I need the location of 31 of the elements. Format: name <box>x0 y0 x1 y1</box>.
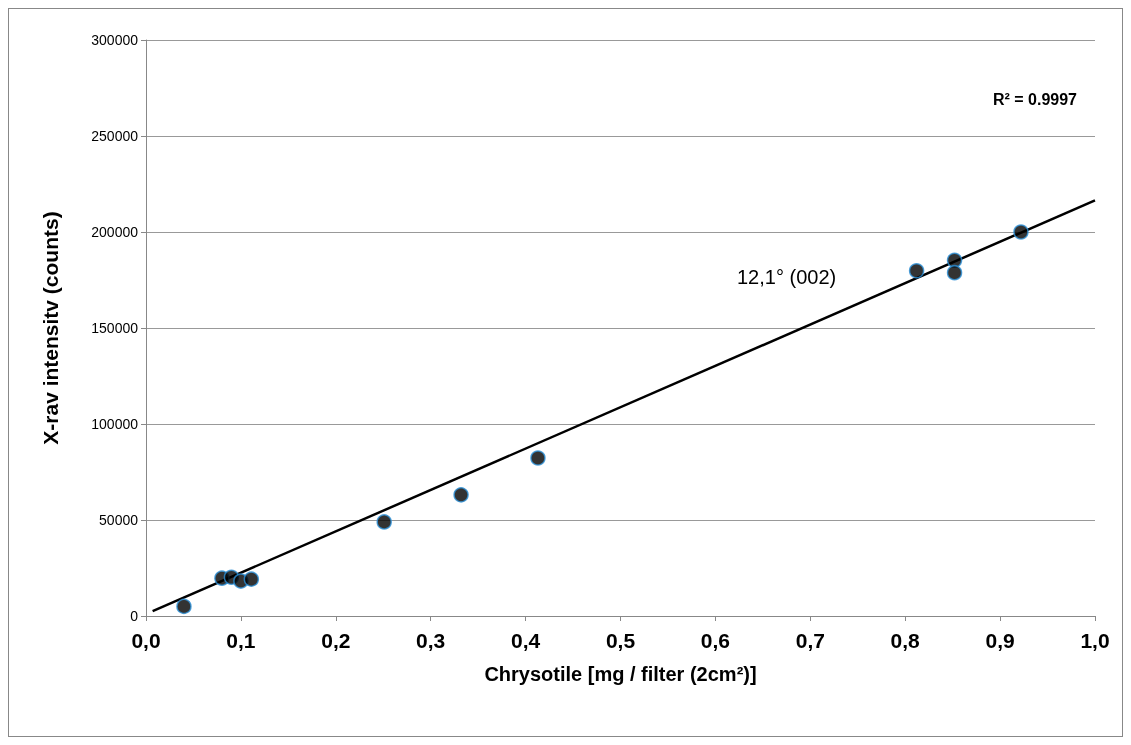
x-axis-title: Chrysotile [mg / filter (2cm²)] <box>484 663 757 685</box>
y-tick-label: 200000 <box>91 224 139 240</box>
point <box>530 450 546 466</box>
annotation: R² = 0.9997 <box>992 90 1078 108</box>
annotation: 12,1° (002) <box>737 266 837 288</box>
y-tick-label: 100000 <box>91 416 139 432</box>
point <box>176 598 192 615</box>
x-tick-label: 0,3 <box>416 629 446 652</box>
x-tick-label: 0,4 <box>511 629 541 652</box>
point <box>1013 224 1029 240</box>
y-tick-label: 250000 <box>91 128 139 144</box>
point <box>946 264 963 281</box>
y-tick-label: 0 <box>130 608 139 624</box>
point <box>376 514 392 530</box>
point <box>908 263 925 279</box>
x-tick-label: 0,6 <box>700 629 730 652</box>
point <box>243 571 260 587</box>
y-tick-label: 50000 <box>99 512 139 528</box>
y-tick-label: 300000 <box>91 32 139 48</box>
x-tick-label: 0,5 <box>605 629 636 652</box>
x-tick-label: 0,2 <box>321 629 351 652</box>
x-tick-label: 1,0 <box>1080 629 1110 652</box>
x-tick-label: 0,9 <box>985 629 1015 652</box>
point <box>453 487 469 503</box>
point <box>946 252 963 268</box>
x-tick-label: 0,1 <box>226 629 256 652</box>
x-tick-label: 0,0 <box>131 629 161 652</box>
x-tick-label: 0,7 <box>795 629 825 652</box>
y-tick-label: 150000 <box>91 320 139 336</box>
x-tick-label: 0,8 <box>890 629 921 652</box>
y-axis-title: X-rav intensitv (counts) <box>39 211 62 445</box>
